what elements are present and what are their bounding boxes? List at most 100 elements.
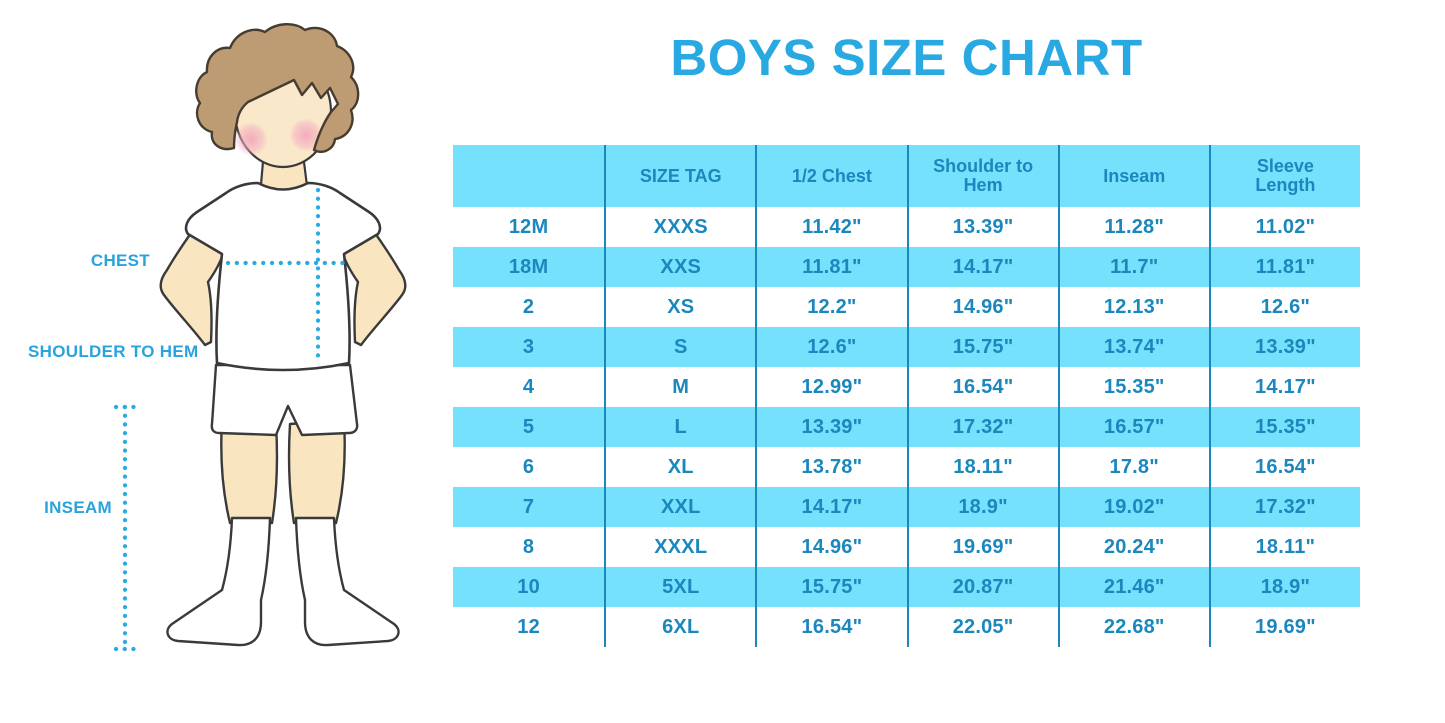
table-row: 7 XXL 14.17" 18.9" 19.02" 17.32" [453,487,1360,527]
column-header: SIZE TAG [604,145,755,207]
shorts-shape [210,363,359,437]
table-row: 5 L 13.39" 17.32" 16.57" 15.35" [453,407,1360,447]
table-cell: 15.75" [755,567,906,607]
size-cell: 3 [522,335,535,358]
table-cell: 14.96" [906,287,1058,327]
size-cell: 12M [508,215,549,238]
table-cell: S [604,327,755,367]
table-cell: XXS [604,247,755,287]
column-header: Shoulder to Hem [906,145,1058,207]
table-cell: 20.24" [1057,527,1209,567]
column-header: Sleeve Length [1208,145,1360,207]
inseam-label: INSEAM [44,498,112,517]
column-header [453,145,604,207]
table-cell: 12.6" [1208,287,1360,327]
size-cell: 2 [522,295,535,318]
table-cell: 13.74" [1057,327,1209,367]
size-cell: 18M [508,255,549,278]
table-cell: 13.78" [755,447,906,487]
table-cell: 14.96" [755,527,906,567]
table-cell: 17.32" [1208,487,1360,527]
table-cell: XXXS [604,207,755,247]
table-cell: 19.69" [906,527,1058,567]
table-cell: 12.2" [755,287,906,327]
table-cell: 18.11" [1208,527,1360,567]
size-cell: 6 [522,455,535,478]
table-row: 2 XS 12.2" 14.96" 12.13" 12.6" [453,287,1360,327]
table-cell: 11.81" [755,247,906,287]
table-cell: 11.81" [1208,247,1360,287]
table-row: 18M XXS 11.81" 14.17" 11.7" 11.81" [453,247,1360,287]
table-cell: 12.6" [755,327,906,367]
table-row: 4 M 12.99" 16.54" 15.35" 14.17" [453,367,1360,407]
table-row: 3 S 12.6" 15.75" 13.74" 13.39" [453,327,1360,367]
table-row: 8 XXXL 14.96" 19.69" 20.24" 18.11" [453,527,1360,567]
table-cell: 18.11" [906,447,1058,487]
column-header: 1/2 Chest [755,145,906,207]
table-cell: 16.54" [906,367,1058,407]
table-cell: 17.8" [1057,447,1209,487]
table-cell: 19.69" [1208,607,1360,647]
shoulder-to-hem-label: SHOULDER TO HEM [28,342,199,361]
tshirt-shape [184,181,382,372]
table-cell: 20.87" [906,567,1058,607]
table-cell: 14.17" [755,487,906,527]
table-cell: 12.13" [1057,287,1209,327]
size-cell: 5 [522,415,535,438]
table-cell: 18.9" [1208,567,1360,607]
table-cell: 16.57" [1057,407,1209,447]
table-cell: 6XL [604,607,755,647]
table-cell: 14.17" [906,247,1058,287]
size-cell: 12 [517,615,540,638]
boy-illustration [113,23,407,652]
socks-shape [166,516,400,647]
size-cell: 8 [522,535,535,558]
table-cell: 11.7" [1057,247,1209,287]
column-header: Inseam [1057,145,1209,207]
table-cell: 15.75" [906,327,1058,367]
table-cell: 12.99" [755,367,906,407]
table-cell: 22.68" [1057,607,1209,647]
table-header-row: SIZE TAG 1/2 Chest Shoulder to Hem Inseam Sl… [453,145,1360,207]
table-cell: 15.35" [1208,407,1360,447]
page-title: BOYS SIZE CHART [670,29,1143,86]
table-cell: 13.39" [755,407,906,447]
table-cell: M [604,367,755,407]
table-cell: 15.35" [1057,367,1209,407]
table-cell: 22.05" [906,607,1058,647]
legs-shape [220,418,346,525]
table-cell: XXXL [604,527,755,567]
arms-shape [159,224,407,347]
table-cell: 11.28" [1057,207,1209,247]
table-cell: 16.54" [755,607,906,647]
table-cell: 21.46" [1057,567,1209,607]
table-row: 10 5XL 15.75" 20.87" 21.46" 18.9" [453,567,1360,607]
blush-right [289,118,323,152]
table-cell: 13.39" [906,207,1058,247]
blush-left [234,122,268,156]
table-cell: L [604,407,755,447]
table-row: 12 6XL 16.54" 22.05" 22.68" 19.69" [453,607,1360,647]
table-row: 12M XXXS 11.42" 13.39" 11.28" 11.02" [453,207,1360,247]
size-cell: 7 [522,495,535,518]
table-cell: 5XL [604,567,755,607]
hair-shape [195,23,360,153]
size-cell: 4 [522,375,535,398]
table-row: 6 XL 13.78" 18.11" 17.8" 16.54" [453,447,1360,487]
size-cell: 10 [517,575,540,598]
table-cell: XS [604,287,755,327]
table-cell: 14.17" [1208,367,1360,407]
table-cell: 11.42" [755,207,906,247]
table-cell: 19.02" [1057,487,1209,527]
table-cell: 13.39" [1208,327,1360,367]
size-table: SIZE TAG 1/2 Chest Shoulder to Hem Inseam Sl… [453,145,1360,647]
table-cell: XL [604,447,755,487]
table-cell: XXL [604,487,755,527]
table-cell: 18.9" [906,487,1058,527]
measurement-guides [113,187,348,652]
table-cell: 16.54" [1208,447,1360,487]
table-cell: 11.02" [1208,207,1360,247]
table-cell: 17.32" [906,407,1058,447]
chest-label: CHEST [90,251,150,270]
